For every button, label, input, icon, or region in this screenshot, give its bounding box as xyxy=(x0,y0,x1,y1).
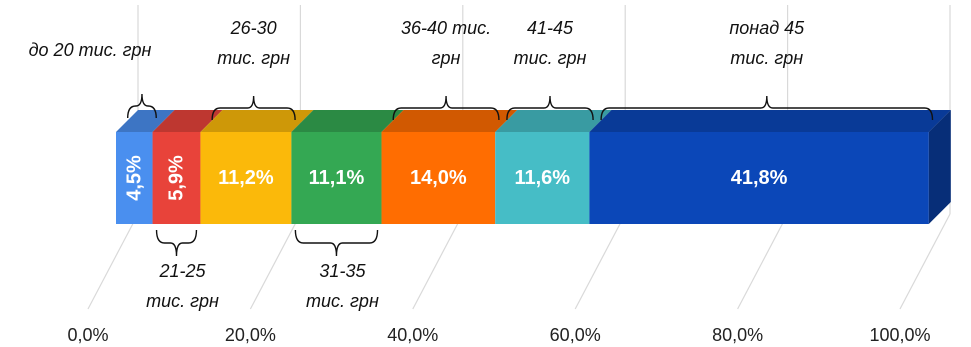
bar-segment xyxy=(291,132,382,224)
range-label: 26-30 xyxy=(230,18,277,38)
x-axis-ticks: 0,0% 20,0% 40,0% 60,0% 80,0% 100,0% xyxy=(67,325,930,345)
bar-segment xyxy=(116,132,153,224)
bar-segment xyxy=(200,132,292,224)
bar-value-label: 11,6% xyxy=(514,167,570,189)
range-bracket-top xyxy=(506,95,594,121)
range-bracket-top xyxy=(127,93,157,119)
grid-line-floor xyxy=(249,213,301,310)
range-brackets xyxy=(127,93,934,257)
bar-value-label: 5,9% xyxy=(165,155,187,201)
bar-segment xyxy=(495,132,590,224)
range-label: тис. грн xyxy=(217,48,290,68)
bar-segment-top xyxy=(200,110,314,132)
range-label: тис. грн xyxy=(146,291,219,311)
bar-segment-top xyxy=(291,110,404,132)
x-tick-label: 20,0% xyxy=(225,325,276,345)
range-label: тис. грн xyxy=(306,291,379,311)
bar-segment xyxy=(381,132,496,224)
range-bracket-top xyxy=(600,95,934,121)
range-label: тис. грн xyxy=(730,48,803,68)
bar-value-label: 11,1% xyxy=(309,167,365,189)
grid-line-floor xyxy=(87,213,139,310)
bar-value-label: 14,0% xyxy=(410,167,467,189)
range-label: 21-25 xyxy=(158,261,206,281)
range-label: 31-35 xyxy=(319,261,366,281)
range-bracket-bottom xyxy=(294,229,379,257)
bar-segment-top xyxy=(495,110,612,132)
bar-value-label: 41,8% xyxy=(731,167,788,189)
bar-segment-top xyxy=(116,110,175,132)
bar-segment xyxy=(589,132,929,224)
range-label: грн xyxy=(432,48,461,68)
range-label: понад 45 xyxy=(729,18,805,38)
x-tick-label: 60,0% xyxy=(550,325,601,345)
x-tick-label: 0,0% xyxy=(67,325,108,345)
range-bracket-top xyxy=(392,95,500,121)
bar-segment-top xyxy=(589,110,951,132)
bar-segment-top xyxy=(152,110,223,132)
range-label: до 20 тис. грн xyxy=(29,40,152,60)
bar-value-label: 4,5% xyxy=(123,155,145,201)
x-tick-label: 40,0% xyxy=(387,325,438,345)
range-bracket-top xyxy=(211,95,296,121)
x-tick-label: 80,0% xyxy=(712,325,763,345)
grid-line-floor xyxy=(574,213,626,310)
grid-line-floor xyxy=(899,213,951,310)
bar-value-label: 11,2% xyxy=(218,167,274,189)
bar-segment-top xyxy=(381,110,518,132)
x-tick-label: 100,0% xyxy=(869,325,930,345)
range-bracket-bottom xyxy=(155,229,198,257)
grid-line-floor xyxy=(412,213,464,310)
bar-segments xyxy=(116,110,951,224)
grid-lines xyxy=(87,5,951,310)
bar-segment-side xyxy=(928,110,951,224)
range-label: 41-45 xyxy=(527,18,574,38)
labels: 4,5% 5,9% 11,2% 11,1% 14,0% 11,6% 41,8% до 20 т… xyxy=(29,18,806,311)
range-label: 36-40 тис. xyxy=(401,18,491,38)
range-label: тис. грн xyxy=(514,48,587,68)
grid-line-floor xyxy=(737,213,789,310)
bar-segment xyxy=(152,132,201,224)
